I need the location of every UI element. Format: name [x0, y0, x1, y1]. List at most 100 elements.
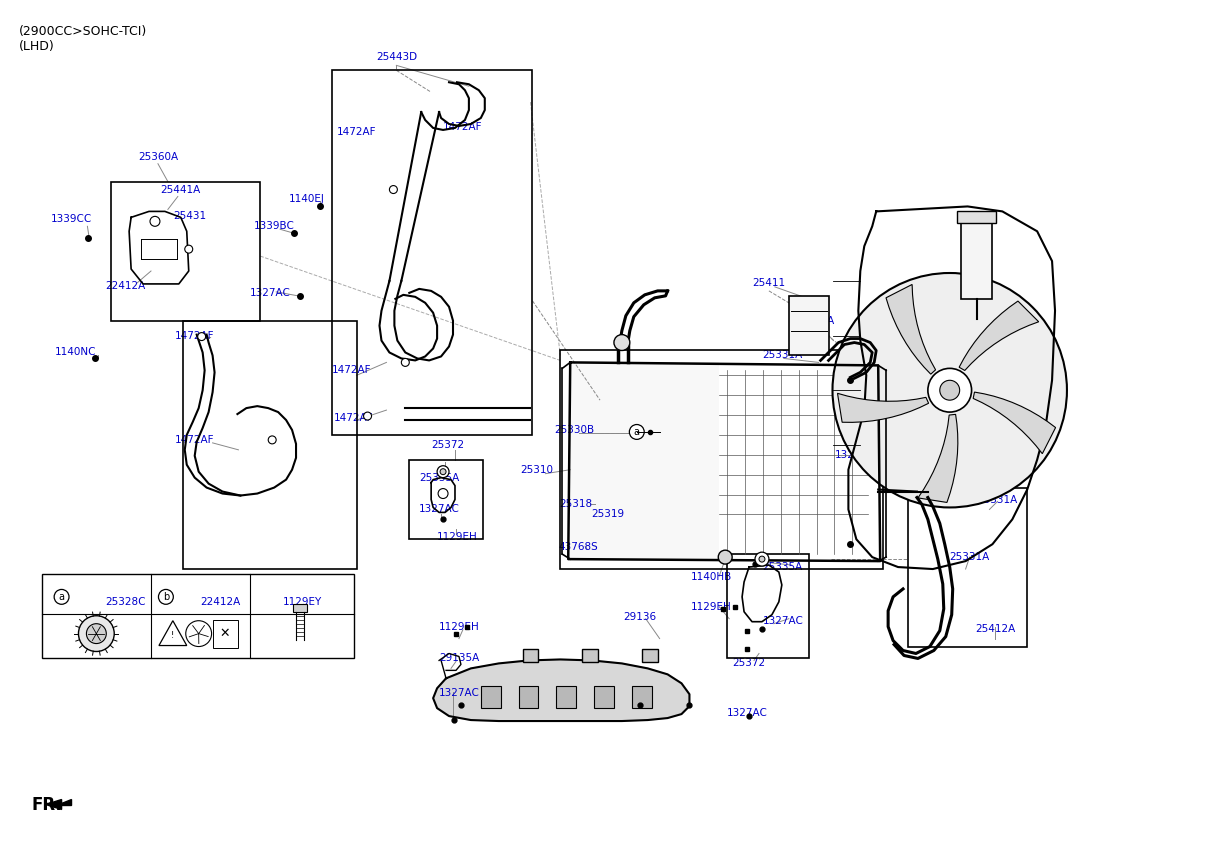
Circle shape [754, 552, 769, 566]
Text: 25360A: 25360A [138, 152, 178, 162]
Text: 1327AC: 1327AC [418, 505, 459, 515]
Bar [956, 211, 996, 223]
Bar [410, 460, 482, 539]
Bar [481, 686, 501, 708]
Circle shape [939, 380, 960, 400]
Text: b: b [163, 592, 169, 602]
Polygon shape [973, 392, 1055, 454]
Circle shape [401, 359, 410, 366]
Text: 1140NC: 1140NC [54, 348, 97, 358]
Text: 1140HB: 1140HB [690, 572, 731, 582]
Text: 25328C: 25328C [105, 597, 145, 607]
Text: 25372: 25372 [432, 440, 464, 449]
Text: 43768S: 43768S [559, 542, 598, 552]
Text: a: a [634, 427, 640, 437]
Bar [183, 321, 357, 569]
Text: (LHD): (LHD) [19, 40, 54, 53]
Text: 1129EH: 1129EH [436, 533, 478, 542]
Text: FR.: FR. [31, 796, 63, 814]
Text: 25318: 25318 [560, 499, 592, 510]
Circle shape [79, 616, 114, 651]
Bar [213, 620, 238, 648]
Circle shape [185, 245, 192, 253]
Bar [331, 70, 532, 435]
Text: 1130DK: 1130DK [979, 453, 1020, 463]
Text: 1327AC: 1327AC [439, 689, 480, 698]
Polygon shape [886, 284, 936, 374]
Bar [556, 686, 577, 708]
Circle shape [438, 488, 449, 499]
Text: 25310: 25310 [520, 465, 553, 475]
Text: 1339BC: 1339BC [254, 221, 295, 232]
Text: 25372: 25372 [733, 658, 765, 668]
Bar [42, 574, 354, 658]
Text: 25443D: 25443D [376, 53, 417, 63]
Bar [519, 686, 538, 708]
Text: a: a [58, 592, 64, 602]
Text: 25431: 25431 [173, 211, 207, 221]
Polygon shape [158, 621, 186, 645]
Bar [293, 604, 307, 611]
Circle shape [438, 466, 449, 477]
Bar [594, 686, 614, 708]
Text: b: b [972, 237, 978, 246]
Text: 25331A: 25331A [763, 350, 803, 360]
Text: 29136: 29136 [623, 611, 656, 622]
Text: 1327AC: 1327AC [727, 708, 768, 718]
Circle shape [614, 335, 630, 350]
Text: 25335A: 25335A [420, 472, 459, 483]
Text: 1129EH: 1129EH [439, 622, 479, 632]
Bar [560, 350, 883, 569]
Text: (2900CC>SOHC-TCI): (2900CC>SOHC-TCI) [19, 25, 147, 37]
Text: 1140EJ: 1140EJ [289, 194, 325, 204]
Bar [571, 362, 719, 559]
Bar [961, 221, 993, 298]
Text: 1327AC: 1327AC [250, 287, 290, 298]
Circle shape [86, 623, 106, 644]
Bar [583, 649, 598, 662]
Text: 29135A: 29135A [439, 654, 479, 663]
Text: 1339CC: 1339CC [51, 215, 92, 225]
Circle shape [440, 469, 446, 475]
Circle shape [186, 621, 212, 646]
Text: 1327AC: 1327AC [763, 616, 803, 626]
Bar [642, 649, 658, 662]
Bar [908, 488, 1028, 646]
Text: 25441A: 25441A [161, 185, 201, 194]
Text: 1129EH: 1129EH [690, 602, 731, 611]
Bar [522, 649, 538, 662]
Polygon shape [46, 800, 71, 810]
Circle shape [198, 332, 206, 341]
Text: 1327AC: 1327AC [835, 449, 875, 460]
Text: 25319: 25319 [591, 510, 625, 520]
Text: 1472AF: 1472AF [175, 435, 214, 445]
Text: 25335A: 25335A [763, 562, 803, 572]
Text: 1472AF: 1472AF [334, 413, 374, 423]
Text: 25331A: 25331A [949, 552, 990, 562]
Circle shape [927, 368, 972, 412]
Text: !: ! [172, 631, 174, 640]
Text: 1129EY: 1129EY [283, 597, 322, 607]
Polygon shape [433, 660, 689, 721]
Text: ✕: ✕ [219, 628, 230, 640]
Bar [788, 296, 828, 355]
Polygon shape [959, 301, 1039, 371]
Circle shape [364, 412, 371, 420]
Circle shape [268, 436, 276, 444]
Polygon shape [918, 415, 958, 503]
Text: 22412A: 22412A [105, 281, 145, 291]
Text: 22412A: 22412A [201, 597, 241, 607]
Text: 25331A: 25331A [794, 315, 834, 326]
Text: 25350: 25350 [958, 211, 990, 221]
Text: 1472AF: 1472AF [444, 122, 482, 132]
Text: 25331A: 25331A [977, 494, 1018, 505]
Circle shape [833, 273, 1068, 507]
Circle shape [150, 216, 160, 226]
Circle shape [759, 556, 765, 562]
Bar [727, 554, 809, 658]
Text: 25411: 25411 [752, 278, 786, 288]
Text: 1472AF: 1472AF [175, 331, 214, 341]
Text: 25412A: 25412A [976, 623, 1016, 633]
Polygon shape [838, 393, 929, 422]
Text: 1472AF: 1472AF [337, 127, 376, 137]
